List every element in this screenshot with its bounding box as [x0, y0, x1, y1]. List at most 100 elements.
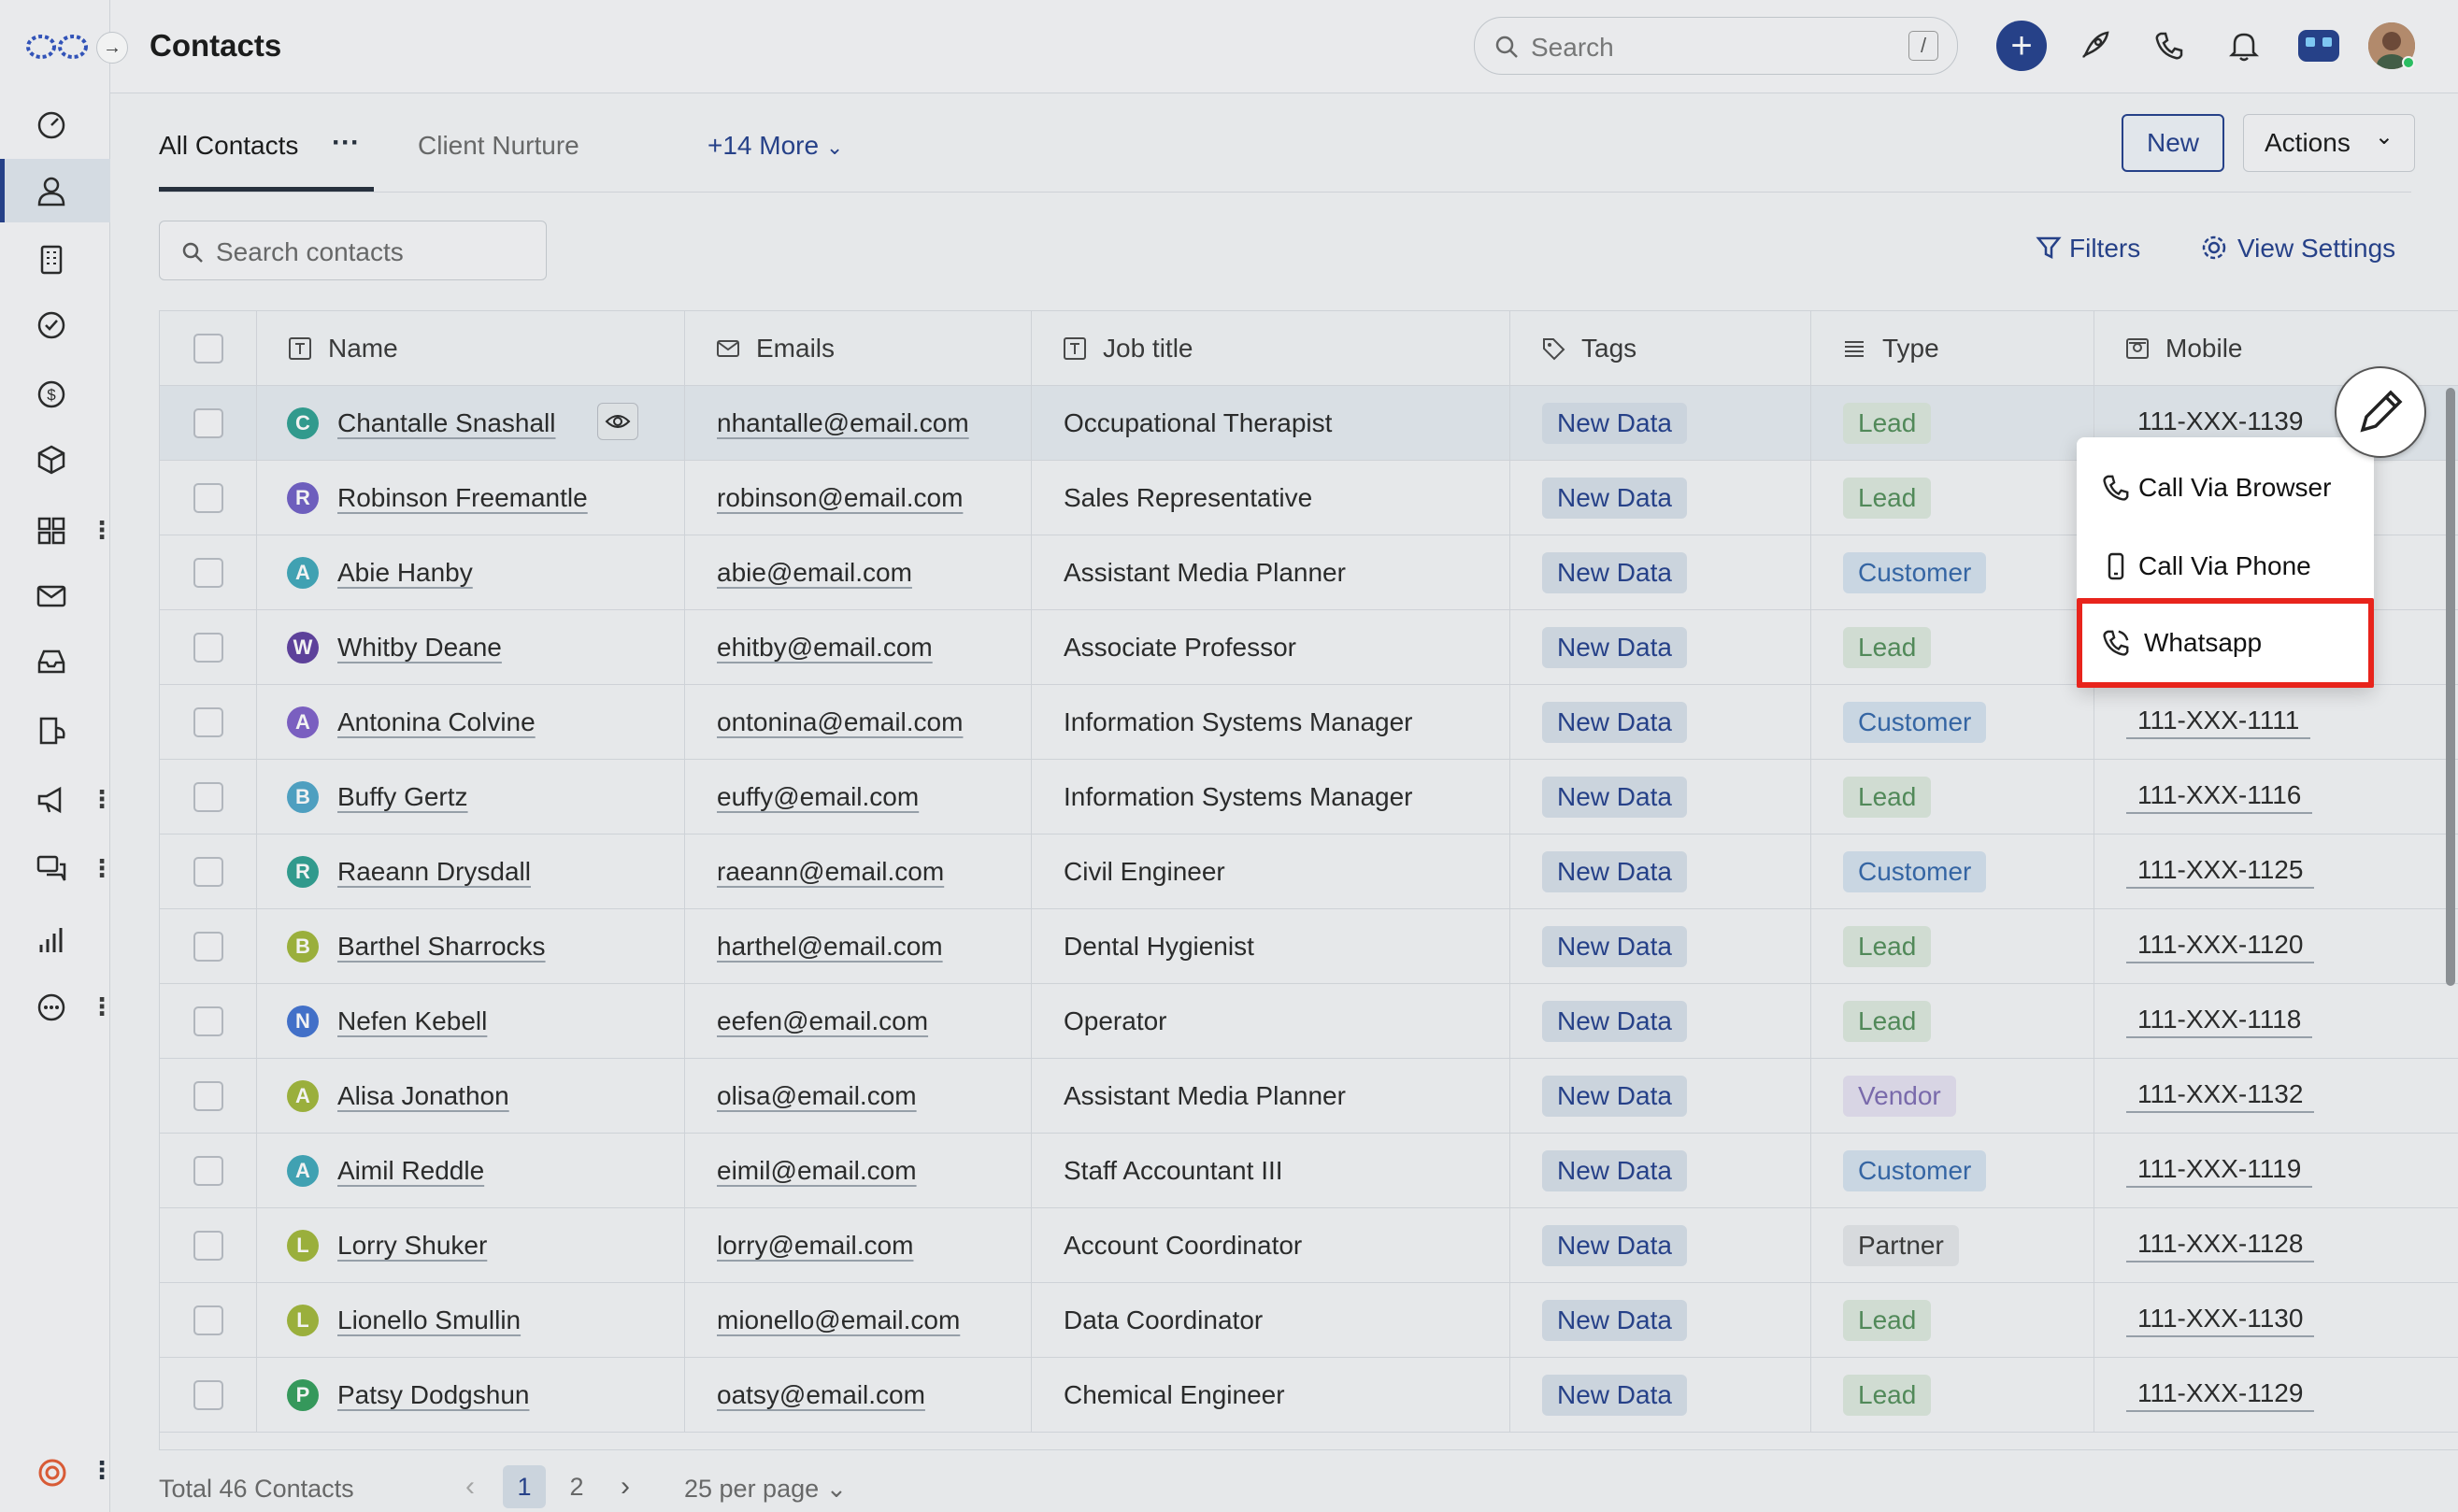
row-checkbox[interactable]: [193, 1380, 223, 1410]
tab-more-dropdown[interactable]: +14 More ⌄: [707, 131, 843, 161]
tab-all-contacts[interactable]: All Contacts: [159, 131, 299, 160]
table-row[interactable]: A Alisa Jonathon olisa@email.com Assistant …: [160, 1059, 2458, 1134]
contact-name-link[interactable]: Barthel Sharrocks: [337, 932, 546, 961]
table-row[interactable]: B Buffy Gertz euffy@email.com Information S…: [160, 760, 2458, 834]
select-all-checkbox[interactable]: [193, 334, 223, 364]
prev-page-icon[interactable]: ‹: [465, 1471, 475, 1502]
table-scrollbar[interactable]: [2446, 388, 2455, 986]
email-link[interactable]: abie@email.com: [717, 558, 912, 587]
contact-name-link[interactable]: Robinson Freemantle: [337, 483, 588, 512]
tab-client-nurture[interactable]: Client Nurture: [418, 131, 579, 160]
actions-button[interactable]: Actions ⌄: [2243, 114, 2415, 172]
email-link[interactable]: olisa@email.com: [717, 1081, 917, 1110]
table-row[interactable]: R Robinson Freemantle robinson@email.com Sa…: [160, 461, 2458, 535]
row-checkbox[interactable]: [193, 782, 223, 812]
row-checkbox[interactable]: [193, 408, 223, 438]
contact-name-link[interactable]: Buffy Gertz: [337, 782, 468, 811]
table-row[interactable]: N Nefen Kebell eefen@email.com Operator New …: [160, 984, 2458, 1059]
email-link[interactable]: mionello@email.com: [717, 1305, 961, 1334]
contact-name-link[interactable]: Raeann Drysdall: [337, 857, 531, 886]
sidebar-item-apps[interactable]: ⋮: [0, 499, 114, 563]
contact-name-link[interactable]: Aimil Reddle: [337, 1156, 485, 1185]
row-checkbox[interactable]: [193, 633, 223, 663]
row-checkbox[interactable]: [193, 1156, 223, 1186]
sidebar-item-inbox[interactable]: [0, 630, 110, 693]
sidebar-item-dollar[interactable]: $: [0, 363, 110, 426]
table-row[interactable]: A Antonina Colvine ontonina@email.com Infor…: [160, 685, 2458, 760]
email-link[interactable]: raeann@email.com: [717, 857, 945, 886]
email-link[interactable]: euffy@email.com: [717, 782, 920, 811]
menu-item-call-via-phone[interactable]: Call Via Phone: [2077, 527, 2374, 606]
contact-name-link[interactable]: Lionello Smullin: [337, 1305, 522, 1334]
table-row[interactable]: L Lorry Shuker lorry@email.com Account Coor…: [160, 1208, 2458, 1283]
notifications-button[interactable]: [2219, 21, 2269, 71]
app-logo-icon[interactable]: [24, 28, 90, 65]
mobile-number[interactable]: 111-XXX-1111: [2126, 706, 2311, 739]
row-checkbox[interactable]: [193, 1305, 223, 1335]
row-checkbox[interactable]: [193, 558, 223, 588]
new-contact-button[interactable]: New: [2122, 114, 2224, 172]
email-link[interactable]: ontonina@email.com: [717, 707, 964, 736]
mobile-number[interactable]: 111-XXX-1116: [2126, 780, 2313, 814]
sidebar-item-chat[interactable]: ⋮: [0, 837, 114, 901]
column-header-emails[interactable]: Emails: [685, 311, 1032, 386]
sidebar-item-check-circle[interactable]: [0, 293, 110, 357]
row-checkbox[interactable]: [193, 857, 223, 887]
column-header-tags[interactable]: Tags: [1510, 311, 1811, 386]
mobile-number[interactable]: 111-XXX-1139: [2126, 407, 2315, 440]
column-header-mobile[interactable]: Mobile: [2094, 311, 2458, 386]
sidebar-item-forms[interactable]: [0, 699, 110, 763]
contact-name-link[interactable]: Chantalle Snashall: [337, 408, 556, 437]
page-2-button[interactable]: 2: [569, 1473, 584, 1501]
table-row[interactable]: A Aimil Reddle eimil@email.com Staff Accoun…: [160, 1134, 2458, 1208]
sidebar-item-menu-icon[interactable]: ⋮: [90, 854, 114, 882]
contact-name-link[interactable]: Lorry Shuker: [337, 1231, 488, 1260]
sidebar-item-cube[interactable]: [0, 428, 110, 492]
table-row[interactable]: R Raeann Drysdall raeann@email.com Civil En…: [160, 834, 2458, 909]
email-link[interactable]: oatsy@email.com: [717, 1380, 925, 1409]
sidebar-item-megaphone[interactable]: ⋮: [0, 768, 114, 832]
contact-name-link[interactable]: Alisa Jonathon: [337, 1081, 509, 1110]
menu-item-whatsapp[interactable]: Whatsapp: [2077, 598, 2374, 688]
mobile-number[interactable]: 111-XXX-1130: [2126, 1304, 2315, 1337]
sidebar-item-more[interactable]: ⋮: [0, 976, 114, 1039]
column-header-name[interactable]: Name: [257, 311, 685, 386]
column-header-job-title[interactable]: Job title: [1032, 311, 1510, 386]
mobile-number[interactable]: 111-XXX-1125: [2126, 855, 2315, 889]
contact-name-link[interactable]: Whitby Deane: [337, 633, 502, 662]
menu-item-call-via-browser[interactable]: Call Via Browser: [2077, 449, 2374, 527]
per-page-select[interactable]: 25 per page ⌄: [684, 1475, 847, 1504]
contact-name-link[interactable]: Abie Hanby: [337, 558, 473, 587]
quick-add-button[interactable]: +: [1996, 21, 2047, 71]
next-page-icon[interactable]: ›: [621, 1471, 630, 1502]
rocket-button[interactable]: [2069, 21, 2120, 71]
mobile-number[interactable]: 111-XXX-1120: [2126, 930, 2315, 963]
row-checkbox[interactable]: [193, 1006, 223, 1036]
help-menu-dots-icon[interactable]: ⋮: [90, 1456, 114, 1484]
row-checkbox[interactable]: [193, 707, 223, 737]
sidebar-item-reports[interactable]: [0, 908, 110, 972]
sidebar-item-mail[interactable]: [0, 564, 110, 628]
table-row[interactable]: C Chantalle Snashall nhantalle@email.com Oc…: [160, 386, 2458, 461]
view-settings-button[interactable]: View Settings: [2200, 234, 2395, 264]
row-checkbox[interactable]: [193, 1081, 223, 1111]
email-link[interactable]: nhantalle@email.com: [717, 408, 969, 437]
mobile-number[interactable]: 111-XXX-1128: [2126, 1229, 2315, 1262]
search-contacts-input[interactable]: Search contacts: [159, 221, 547, 280]
sidebar-item-building[interactable]: [0, 228, 110, 292]
preview-button[interactable]: [597, 403, 638, 440]
collapse-sidebar-button[interactable]: →: [96, 32, 128, 64]
mobile-number[interactable]: 111-XXX-1118: [2126, 1005, 2313, 1038]
table-row[interactable]: W Whitby Deane ehitby@email.com Associate P…: [160, 610, 2458, 685]
mobile-number[interactable]: 111-XXX-1129: [2126, 1378, 2315, 1412]
row-checkbox[interactable]: [193, 932, 223, 962]
mobile-number[interactable]: 111-XXX-1119: [2126, 1154, 2313, 1188]
table-row[interactable]: A Abie Hanby abie@email.com Assistant Media…: [160, 535, 2458, 610]
phone-button[interactable]: [2144, 21, 2194, 71]
email-link[interactable]: lorry@email.com: [717, 1231, 914, 1260]
ai-assistant-button[interactable]: [2294, 21, 2344, 71]
email-link[interactable]: robinson@email.com: [717, 483, 964, 512]
help-lifebuoy-icon[interactable]: [37, 1458, 67, 1488]
filters-button[interactable]: Filters: [2036, 234, 2140, 264]
sidebar-item-menu-icon[interactable]: ⋮: [90, 992, 114, 1020]
